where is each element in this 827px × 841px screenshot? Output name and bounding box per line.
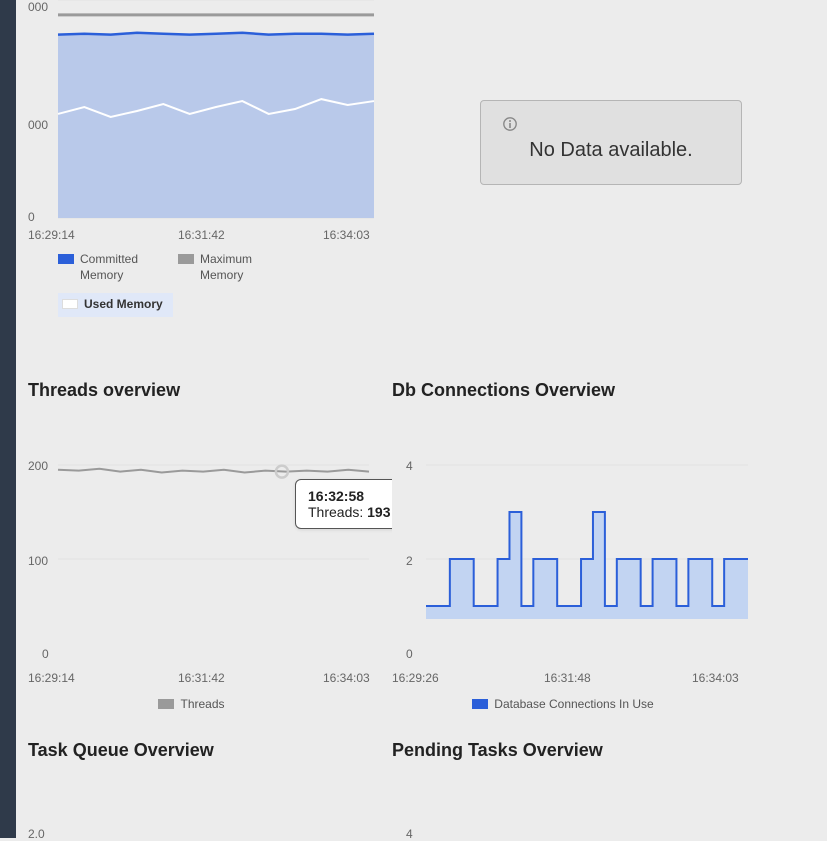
legend-label: Threads	[180, 697, 224, 713]
db-title: Db Connections Overview	[392, 380, 752, 401]
threads-legend: Threads	[28, 697, 373, 717]
legend-label: Committed Memory	[80, 252, 160, 283]
pending-tasks-title: Pending Tasks Overview	[392, 740, 752, 761]
db-y-0: 0	[406, 647, 413, 661]
threads-title: Threads overview	[28, 380, 373, 401]
task-queue-panel: Task Queue Overview 2.0	[28, 740, 373, 839]
threads-x-1: 16:31:42	[178, 671, 225, 685]
pt-y-top: 4	[406, 827, 413, 841]
legend-swatch	[178, 254, 194, 264]
info-icon	[503, 117, 517, 131]
db-x-1: 16:31:48	[544, 671, 591, 685]
threads-tooltip: 16:32:58 Threads: 193	[295, 479, 404, 529]
mem-x-label-1: 16:31:42	[178, 228, 225, 242]
threads-chart-panel: Threads overview 200 100 0 16:29:14 16:3…	[28, 380, 373, 717]
legend-maximum-memory[interactable]: Maximum Memory	[178, 252, 280, 283]
no-data-panel: No Data available.	[480, 100, 742, 185]
legend-label: Maximum Memory	[200, 252, 280, 283]
threads-x-0: 16:29:14	[28, 671, 75, 685]
mem-y-label-2: 000	[28, 0, 48, 14]
memory-chart-panel: 000 000 0 16:29:14 16:31:42 16:34:03 Com…	[28, 0, 378, 321]
task-queue-title: Task Queue Overview	[28, 740, 373, 761]
legend-db-conn[interactable]: Database Connections In Use	[472, 697, 653, 713]
db-y-2: 2	[406, 554, 413, 568]
legend-swatch	[58, 254, 74, 264]
mem-y-label-1: 000	[28, 118, 48, 132]
threads-x-2: 16:34:03	[323, 671, 370, 685]
pending-tasks-panel: Pending Tasks Overview 4	[392, 740, 752, 839]
db-legend: Database Connections In Use	[392, 697, 752, 717]
threads-y-200: 200	[28, 459, 48, 473]
legend-swatch	[62, 299, 78, 309]
memory-legend: Committed Memory Maximum Memory Used Mem…	[58, 252, 378, 321]
memory-chart	[28, 0, 378, 230]
db-chart-panel: Db Connections Overview 4 2 0 16:29:26 1…	[392, 380, 752, 717]
legend-used-memory[interactable]: Used Memory	[58, 293, 173, 317]
legend-swatch	[158, 699, 174, 709]
tooltip-series: Threads	[308, 504, 359, 520]
db-x-2: 16:34:03	[692, 671, 739, 685]
db-x-0: 16:29:26	[392, 671, 439, 685]
db-chart	[392, 419, 752, 619]
threads-y-100: 100	[28, 554, 48, 568]
legend-swatch	[472, 699, 488, 709]
mem-y-label-0: 0	[28, 210, 35, 224]
mem-x-label-2: 16:34:03	[323, 228, 370, 242]
mem-x-label-0: 16:29:14	[28, 228, 75, 242]
left-sidebar-strip	[0, 0, 16, 838]
no-data-message: No Data available.	[503, 139, 719, 162]
threads-y-0: 0	[42, 647, 49, 661]
legend-label: Used Memory	[84, 297, 163, 313]
tooltip-time: 16:32:58	[308, 488, 391, 504]
db-y-4: 4	[406, 459, 413, 473]
legend-threads[interactable]: Threads	[158, 697, 224, 713]
tq-y-top: 2.0	[28, 827, 45, 841]
tooltip-number: 193	[367, 504, 390, 520]
legend-label: Database Connections In Use	[494, 697, 653, 713]
tooltip-value: Threads: 193	[308, 504, 391, 520]
legend-committed-memory[interactable]: Committed Memory	[58, 252, 160, 283]
